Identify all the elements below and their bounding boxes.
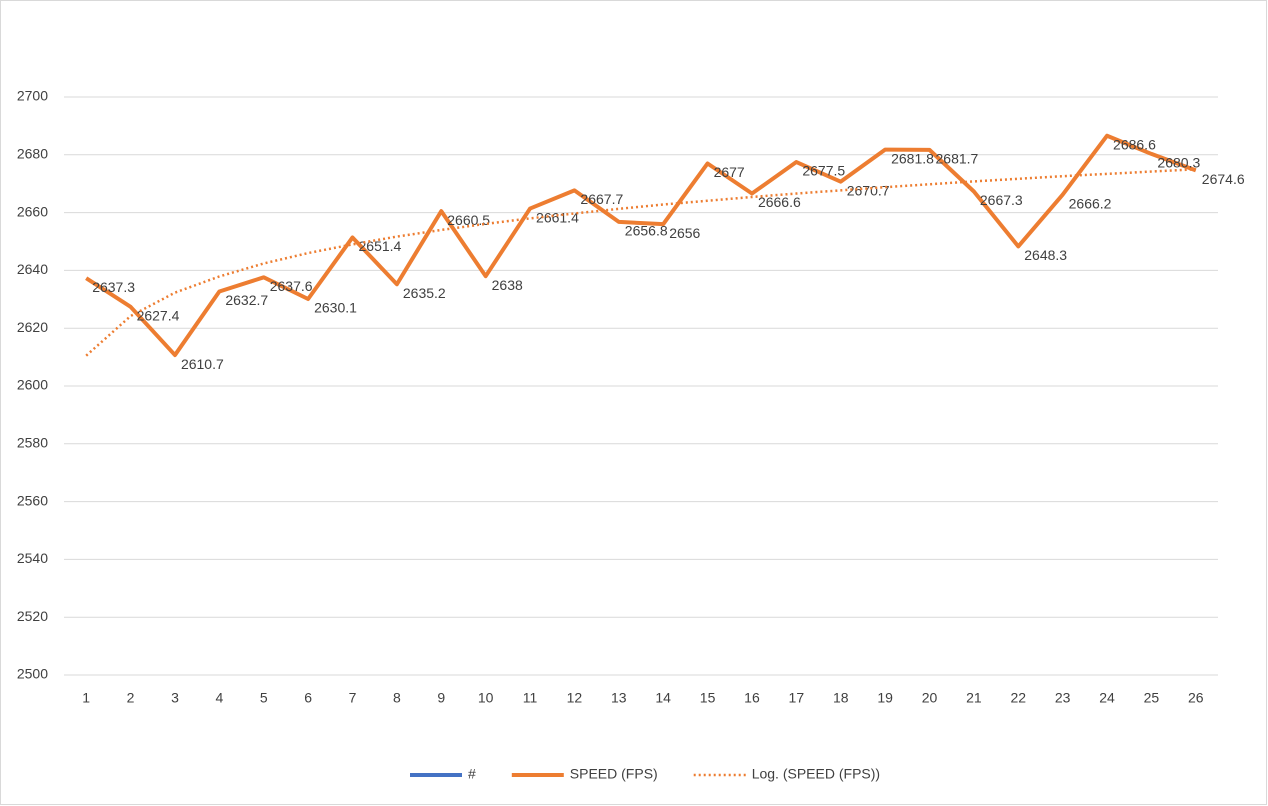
y-tick-label: 2520 — [17, 608, 48, 624]
x-tick-label: 20 — [922, 690, 938, 706]
legend-label: # — [468, 766, 476, 782]
data-label: 2674.6 — [1202, 171, 1245, 187]
y-tick-label: 2540 — [17, 550, 48, 566]
data-label: 2637.6 — [270, 278, 313, 294]
y-tick-label: 2600 — [17, 377, 48, 393]
data-label: 2610.7 — [181, 356, 224, 372]
data-label: 2656 — [669, 225, 700, 241]
x-tick-label: 10 — [478, 690, 494, 706]
data-label: 2670.7 — [847, 182, 890, 198]
data-label: 2632.7 — [225, 292, 268, 308]
data-label: 2667.3 — [980, 192, 1023, 208]
y-tick-label: 2680 — [17, 146, 48, 162]
data-label: 2686.6 — [1113, 136, 1156, 152]
x-tick-label: 12 — [567, 690, 583, 706]
data-label: 2660.5 — [447, 212, 490, 228]
data-label: 2635.2 — [403, 285, 446, 301]
data-label: 2681.8 — [891, 150, 934, 166]
data-label: 2661.4 — [536, 209, 579, 225]
data-label: 2667.7 — [580, 191, 623, 207]
x-tick-label: 18 — [833, 690, 849, 706]
trendline — [85, 168, 1196, 357]
y-tick-label: 2640 — [17, 261, 48, 277]
legend-label: SPEED (FPS) — [570, 766, 658, 782]
data-label: 2666.2 — [1069, 195, 1112, 211]
x-tick-label: 24 — [1099, 690, 1115, 706]
x-tick-label: 9 — [437, 690, 445, 706]
x-tick-label: 5 — [260, 690, 268, 706]
x-tick-label: 13 — [611, 690, 627, 706]
x-tick-label: 11 — [523, 690, 538, 706]
y-tick-label: 2700 — [17, 88, 48, 104]
x-tick-label: 6 — [304, 690, 312, 706]
data-label: 2648.3 — [1024, 247, 1067, 263]
x-tick-label: 3 — [171, 690, 179, 706]
x-tick-label: 23 — [1055, 690, 1071, 706]
x-tick-label: 7 — [349, 690, 357, 706]
data-label: 2677 — [714, 164, 745, 180]
x-tick-label: 2 — [127, 690, 135, 706]
x-tick-label: 17 — [789, 690, 805, 706]
data-label: 2666.6 — [758, 194, 801, 210]
legend-label: Log. (SPEED (FPS)) — [752, 766, 880, 782]
x-tick-label: 26 — [1188, 690, 1204, 706]
y-tick-label: 2580 — [17, 435, 48, 451]
x-tick-label: 21 — [966, 690, 982, 706]
x-tick-label: 16 — [744, 690, 760, 706]
data-label: 2638 — [492, 277, 523, 293]
x-tick-label: 15 — [700, 690, 716, 706]
y-tick-label: 2620 — [17, 319, 48, 335]
x-tick-label: 8 — [393, 690, 401, 706]
y-tick-label: 2560 — [17, 492, 48, 508]
data-label: 2677.5 — [802, 163, 845, 179]
data-label: 2656.8 — [625, 223, 668, 239]
data-label: 2681.7 — [936, 151, 979, 167]
x-tick-label: 22 — [1010, 690, 1026, 706]
data-label: 2630.1 — [314, 300, 357, 316]
x-tick-label: 4 — [215, 690, 223, 706]
data-label: 2680.3 — [1157, 155, 1200, 171]
y-tick-label: 2660 — [17, 203, 48, 219]
x-tick-label: 14 — [655, 690, 671, 706]
x-tick-label: 25 — [1144, 690, 1160, 706]
data-label: 2627.4 — [137, 308, 180, 324]
y-tick-label: 2500 — [17, 666, 48, 682]
series-line — [85, 133, 1197, 358]
x-tick-label: 1 — [82, 690, 90, 706]
data-label: 2637.3 — [92, 279, 135, 295]
x-tick-label: 19 — [877, 690, 893, 706]
